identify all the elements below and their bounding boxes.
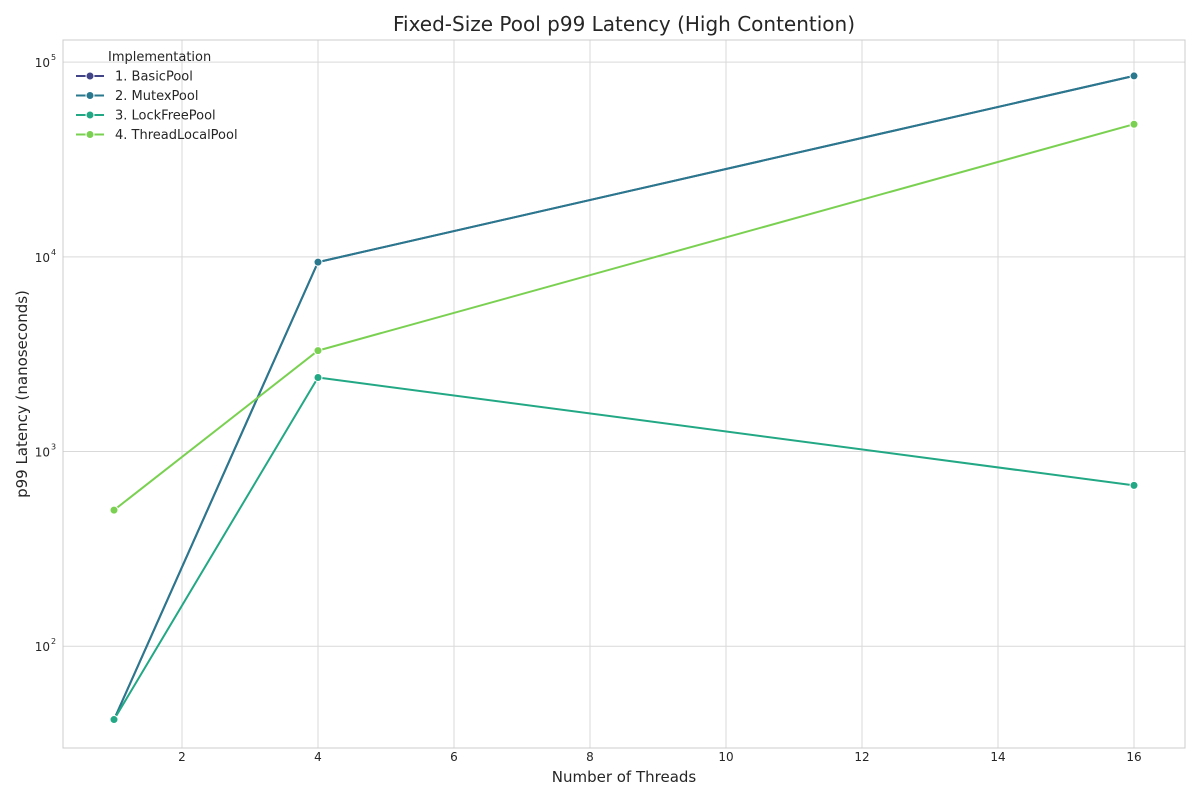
x-tick-label: 8 <box>586 750 594 764</box>
series-line <box>113 74 1135 721</box>
x-axis-ticks: 2 4 6 8 10 12 14 16 <box>178 750 1141 764</box>
legend-label: 3. LockFreePool <box>115 109 216 124</box>
x-tick-label: 2 <box>178 750 186 764</box>
series-lines <box>109 71 1139 725</box>
y-tick-label: 10 2 <box>35 637 56 654</box>
data-point <box>109 505 119 515</box>
y-tick-label: 10 5 <box>35 53 56 70</box>
legend-swatch-marker <box>85 71 95 81</box>
y-tick-exponent: 2 <box>51 637 56 646</box>
data-point <box>313 373 323 383</box>
data-point <box>109 715 119 725</box>
y-tick-exponent: 4 <box>51 248 56 257</box>
y-tick-base: 10 <box>35 56 50 70</box>
data-point <box>313 346 323 356</box>
y-tick-label: 10 4 <box>35 248 56 265</box>
x-tick-label: 4 <box>314 750 322 764</box>
x-tick-label: 12 <box>854 750 869 764</box>
data-point <box>313 257 323 267</box>
x-tick-label: 10 <box>718 750 733 764</box>
series-1 <box>109 71 1139 725</box>
series-2 <box>109 71 1139 725</box>
grid <box>63 40 1185 748</box>
series-line <box>113 74 1135 721</box>
y-tick-base: 10 <box>35 446 50 460</box>
data-point <box>1129 119 1139 129</box>
series-line <box>113 376 1135 721</box>
legend-item: 4. ThreadLocalPool <box>76 128 238 143</box>
legend-item: 1. BasicPool <box>76 70 193 85</box>
y-tick-exponent: 5 <box>51 53 56 62</box>
plot-area-frame <box>62 39 1186 749</box>
legend-item: 3. LockFreePool <box>76 109 216 124</box>
legend-label: 2. MutexPool <box>115 89 198 104</box>
y-tick-exponent: 3 <box>51 443 56 452</box>
legend-label: 1. BasicPool <box>115 70 193 85</box>
x-tick-label: 6 <box>450 750 458 764</box>
series-4 <box>109 119 1139 515</box>
legend-swatch-marker <box>85 130 95 139</box>
data-point <box>1129 480 1139 490</box>
legend-item: 2. MutexPool <box>76 89 198 104</box>
legend-swatch-marker <box>85 91 95 100</box>
y-tick-base: 10 <box>35 251 50 265</box>
legend-items: 1. BasicPool 2. MutexPool 3. LockFreePool 4… <box>76 70 238 143</box>
data-point <box>1129 71 1139 81</box>
legend-label: 4. ThreadLocalPool <box>115 128 238 143</box>
chart-title: Fixed-Size Pool p99 Latency (High Conten… <box>393 12 855 36</box>
x-tick-label: 14 <box>990 750 1005 764</box>
y-tick-base: 10 <box>35 640 50 654</box>
series-3 <box>109 373 1139 725</box>
y-tick-label: 10 3 <box>35 443 56 460</box>
legend: Implementation 1. BasicPool 2. MutexPool 3… <box>76 50 238 143</box>
series-line <box>113 123 1135 512</box>
y-axis-label: p99 Latency (nanoseconds) <box>13 290 31 498</box>
legend-title: Implementation <box>108 50 211 65</box>
x-axis-label: Number of Threads <box>552 768 697 786</box>
x-tick-label: 16 <box>1126 750 1141 764</box>
legend-swatch-marker <box>85 110 95 120</box>
